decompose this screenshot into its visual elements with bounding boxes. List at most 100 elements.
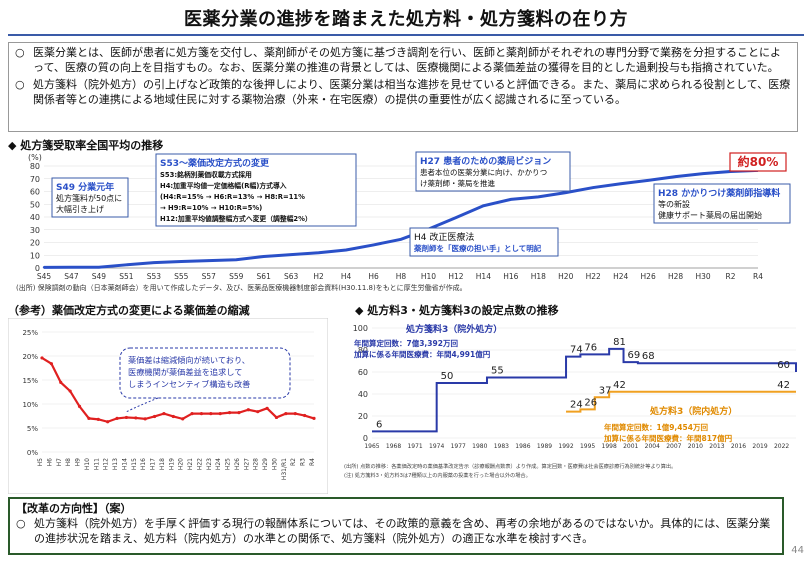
x-tick-label: H6 xyxy=(368,272,379,281)
intro-text-1: 医薬分業とは、医師が患者に処方箋を交付し、薬剤師がその処方箋に基づき調剤を行い、… xyxy=(33,46,781,74)
s53-annotation-line: S53～薬価改定方式の変更 xyxy=(160,157,270,169)
data-label: 37 xyxy=(599,385,612,396)
note-line: しまうインセンティブ構造も改善 xyxy=(128,379,250,389)
x-tick-label: H19 xyxy=(168,458,175,470)
y-axis-label: (%) xyxy=(28,153,42,162)
h27-annotation-line: H27 患者のための薬局ビジョン xyxy=(420,155,551,167)
s53-annotation-line: → H9:R=10% → H10:R=5%) xyxy=(160,204,262,212)
rate-point xyxy=(701,172,705,175)
x-tick-label: H20 xyxy=(558,272,573,281)
x-tick-label: H23 xyxy=(206,458,213,470)
reform-box: 【改革の方向性】（案） ○ 処方箋料（院外処方）を手厚く評価する現行の報酬体系に… xyxy=(8,497,784,555)
rate-point xyxy=(125,263,128,267)
y-tick-label: 20 xyxy=(358,412,368,421)
y-tick-label: 30 xyxy=(30,226,40,235)
reform-bullet: ○ 処方箋料（院外処方）を手厚く評価する現行の報酬体系については、その政策的意義… xyxy=(16,516,776,546)
price-gap-point xyxy=(68,389,72,393)
rate-point xyxy=(207,259,210,262)
price-gap-point xyxy=(162,412,166,416)
price-gap-point xyxy=(152,414,157,419)
x-tick-label: S59 xyxy=(229,272,244,281)
x-tick-label: S53 xyxy=(147,272,162,281)
inpatient-label: 処方料3（院内処方） xyxy=(649,405,737,417)
price-gap-point xyxy=(190,412,194,416)
outpatient-line xyxy=(372,347,797,433)
rate-point xyxy=(619,182,622,185)
bullet-marker: ○ xyxy=(16,517,26,530)
outpatient-stat: 加算に係る年間医療費：年間4,991億円 xyxy=(353,349,491,359)
x-tick-label: H10 xyxy=(421,272,436,281)
price-gap-point xyxy=(256,410,260,414)
x-tick-label: H7 xyxy=(56,458,63,467)
x-tick-label: H16 xyxy=(140,458,147,470)
x-tick-label: H22 xyxy=(196,458,203,470)
x-tick-label: R4 xyxy=(753,272,763,281)
price-gap-point xyxy=(134,416,138,420)
x-tick-label: 2016 xyxy=(731,443,746,450)
x-tick-label: H12 xyxy=(448,272,463,281)
x-tick-label: H20 xyxy=(178,458,185,470)
x-tick-label: 1995 xyxy=(580,443,595,450)
y-tick-label: 20% xyxy=(22,353,38,361)
x-tick-label: H10 xyxy=(84,458,91,470)
chart1-source: (出所) 保険調剤の動向（日本薬剤師会）を用いて作成したデータ、及び、医薬品医療… xyxy=(16,283,467,292)
rate-point xyxy=(317,251,320,254)
price-gap-point xyxy=(246,408,250,412)
y-tick-label: 80 xyxy=(30,162,40,171)
s53-annotation-line: H12:加重平均値調整幅方式へ変更（調整幅2%） xyxy=(160,214,312,223)
bullet-marker: ○ xyxy=(15,78,25,91)
page-title: 医薬分業の進捗を踏まえた処方料・処方箋料の在り方 xyxy=(184,9,628,30)
x-tick-label: H15 xyxy=(131,458,138,470)
intro-bullet-2: ○ 処方箋料（院外処方）の引上げなど政策的な後押しにより、医薬分業は相当な進捗を… xyxy=(15,77,791,107)
x-tick-label: S51 xyxy=(119,272,134,281)
rate-point xyxy=(674,175,677,178)
x-tick-label: H8 xyxy=(65,458,72,467)
x-tick-label: 1980 xyxy=(472,443,487,450)
h27-annotation-box xyxy=(415,151,571,192)
x-tick-label: 1986 xyxy=(515,443,530,450)
data-label: 24 xyxy=(570,400,583,411)
x-tick-label: H22 xyxy=(586,272,601,281)
x-tick-label: H30 xyxy=(695,272,710,281)
h27-annotation-line: 患者本位の医薬分業に向け、かかりつ xyxy=(420,167,547,177)
section1-heading: ◆ 処方箋受取率全国平均の推移 xyxy=(8,139,164,152)
price-gap-line xyxy=(41,356,315,423)
reform-heading: 【改革の方向性】（案） xyxy=(16,502,132,515)
x-tick-label: 2010 xyxy=(688,443,703,450)
price-gap-point xyxy=(293,412,297,416)
price-gap-point xyxy=(49,362,53,366)
x-tick-label: H9 xyxy=(75,458,82,467)
h4-annotation-line: 薬剤師を「医療の担い手」として明記 xyxy=(414,243,542,253)
x-tick-label: R4 xyxy=(309,458,316,466)
y-tick-label: 0% xyxy=(27,449,38,457)
x-tick-label: H14 xyxy=(476,272,491,281)
rate-point xyxy=(509,198,513,201)
x-tick-label: H14 xyxy=(121,458,128,470)
price-gap-point xyxy=(77,404,82,408)
outpatient-stat: 年間算定回数：7億3,392万回 xyxy=(354,338,458,348)
note-bubble xyxy=(119,347,291,399)
x-tick-label: H18 xyxy=(531,272,546,281)
x-tick-label: H27 xyxy=(243,458,250,470)
y-tick-label: 20 xyxy=(30,239,40,248)
h28-annotation-line: 等の新設 xyxy=(658,199,690,209)
x-tick-label: 1965 xyxy=(364,443,379,450)
h28-annotation-line: H28 かかりつけ薬剤師指導料 xyxy=(658,187,780,199)
rate-point xyxy=(70,266,73,269)
price-gap-point xyxy=(312,416,316,420)
data-label: 76 xyxy=(584,342,597,353)
price-gap-point xyxy=(218,412,222,416)
x-tick-label: S57 xyxy=(202,272,217,281)
price-gap-point xyxy=(59,380,63,384)
h28-annotation-box xyxy=(653,183,791,224)
price-gap-point xyxy=(227,411,232,415)
intro-bullet-1: ○ 医薬分業とは、医師が患者に処方箋を交付し、薬剤師がその処方箋に基づき調剤を行… xyxy=(15,45,791,75)
x-tick-label: H2 xyxy=(313,272,324,281)
x-tick-label: 1989 xyxy=(537,443,552,450)
x-tick-label: 1992 xyxy=(558,443,573,450)
chart2-frame xyxy=(8,318,328,494)
y-tick-label: 10% xyxy=(22,401,38,409)
data-label: 68 xyxy=(642,351,655,362)
price-gap-point xyxy=(143,417,147,421)
x-tick-label: H18 xyxy=(159,458,166,470)
